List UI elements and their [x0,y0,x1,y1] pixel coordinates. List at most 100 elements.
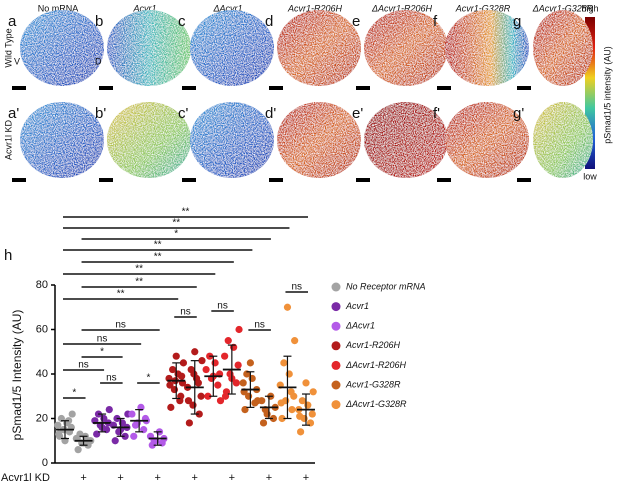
scale-bar [182,178,196,182]
scale-bar [517,86,531,90]
data-point [68,410,76,418]
data-point [283,303,292,311]
x-tick-label: + [80,472,86,484]
scale-bar [356,86,370,90]
data-point [169,365,177,374]
data-point [224,337,232,345]
significance-label: * [72,388,76,399]
significance-label: ** [135,264,143,275]
data-point [288,406,296,414]
legend-marker [331,341,341,351]
x-tick-label: + [192,472,198,484]
significance-label: ns [180,307,191,318]
scale-bar [99,178,113,182]
scale-bar [517,178,531,182]
data-point [214,381,222,389]
data-point [190,370,198,378]
panel-letter: f [433,13,438,30]
significance-label: ** [172,218,180,229]
panel-letter: c [178,13,186,30]
scale-bar [12,86,26,90]
colorbar-high: high [581,3,598,13]
embryo-image [533,102,593,178]
embryo-image [20,102,104,178]
data-point [297,428,305,436]
x-tick-label: + [303,472,309,484]
data-point [131,421,140,429]
panel-letter: b' [95,105,106,122]
legend-marker [331,360,341,370]
data-point [121,432,129,440]
legend-label: Acvr1 [345,301,369,311]
data-point [197,392,205,400]
data-point [302,379,310,387]
embryo-image [107,102,191,178]
significance-label: ** [154,240,162,251]
data-point [246,359,254,367]
data-point [191,348,199,356]
significance-label: ** [182,207,190,218]
data-point [291,337,299,345]
colorbar [585,17,595,169]
legend-label: ΔAcvr1 [345,321,375,331]
significance-label: ns [106,373,117,384]
embryo-image [364,102,448,178]
data-point [184,397,193,405]
data-point [259,419,268,427]
column-header: ΔAcvr1 [212,3,242,13]
embryo-image [364,10,448,86]
significance-label: ns [217,301,228,312]
x-axis-title: Acvr1l KD [1,472,50,484]
data-point [277,399,285,407]
embryo-image [20,10,104,86]
embryo-image [190,10,274,86]
column-header: Acvr1-R206H [287,3,343,13]
y-tick-label: 80 [36,279,48,291]
scale-bar [12,178,26,182]
data-point [287,388,295,396]
legend-label: Acvr1-G328R [345,379,401,389]
x-tick-label: + [229,472,235,484]
data-point [239,379,247,387]
data-point [179,359,188,367]
embryo-image [445,10,529,86]
data-point [54,421,62,429]
data-point [308,410,316,418]
legend-marker [331,302,341,312]
data-point [130,432,138,440]
legend-marker [331,321,341,331]
data-point [178,372,186,380]
column-header: No mRNA [38,3,79,13]
significance-label: ** [135,277,143,288]
panel-label: h [4,247,12,264]
data-point [221,352,229,360]
y-tick-label: 40 [36,368,48,380]
data-point [55,430,63,438]
data-point [221,392,230,400]
y-tick-label: 20 [36,412,48,424]
data-point [185,419,193,427]
significance-label: * [100,347,104,358]
column-header: Acvr1-G328R [455,3,511,13]
data-point [128,410,136,418]
scale-bar [99,86,113,90]
data-point [195,410,203,418]
embryo-image [190,102,274,178]
scale-bar [437,178,451,182]
panel-letter: c' [178,105,189,122]
significance-label: ns [78,360,89,371]
data-point [198,357,206,365]
significance-label: ** [117,289,125,300]
significance-label: ns [97,334,108,345]
x-tick-label: + [117,472,123,484]
y-tick-label: 60 [36,323,48,335]
panel-letter: f' [433,105,440,122]
data-point [216,397,225,405]
colorbar-low: low [583,171,597,181]
panel-letter: g [513,13,521,30]
orientation-label: D [95,56,102,66]
data-point [111,437,119,445]
data-point [298,397,306,405]
y-axis-title: pSmad1/5 Intensity (AU) [10,310,24,441]
data-point [172,352,180,360]
